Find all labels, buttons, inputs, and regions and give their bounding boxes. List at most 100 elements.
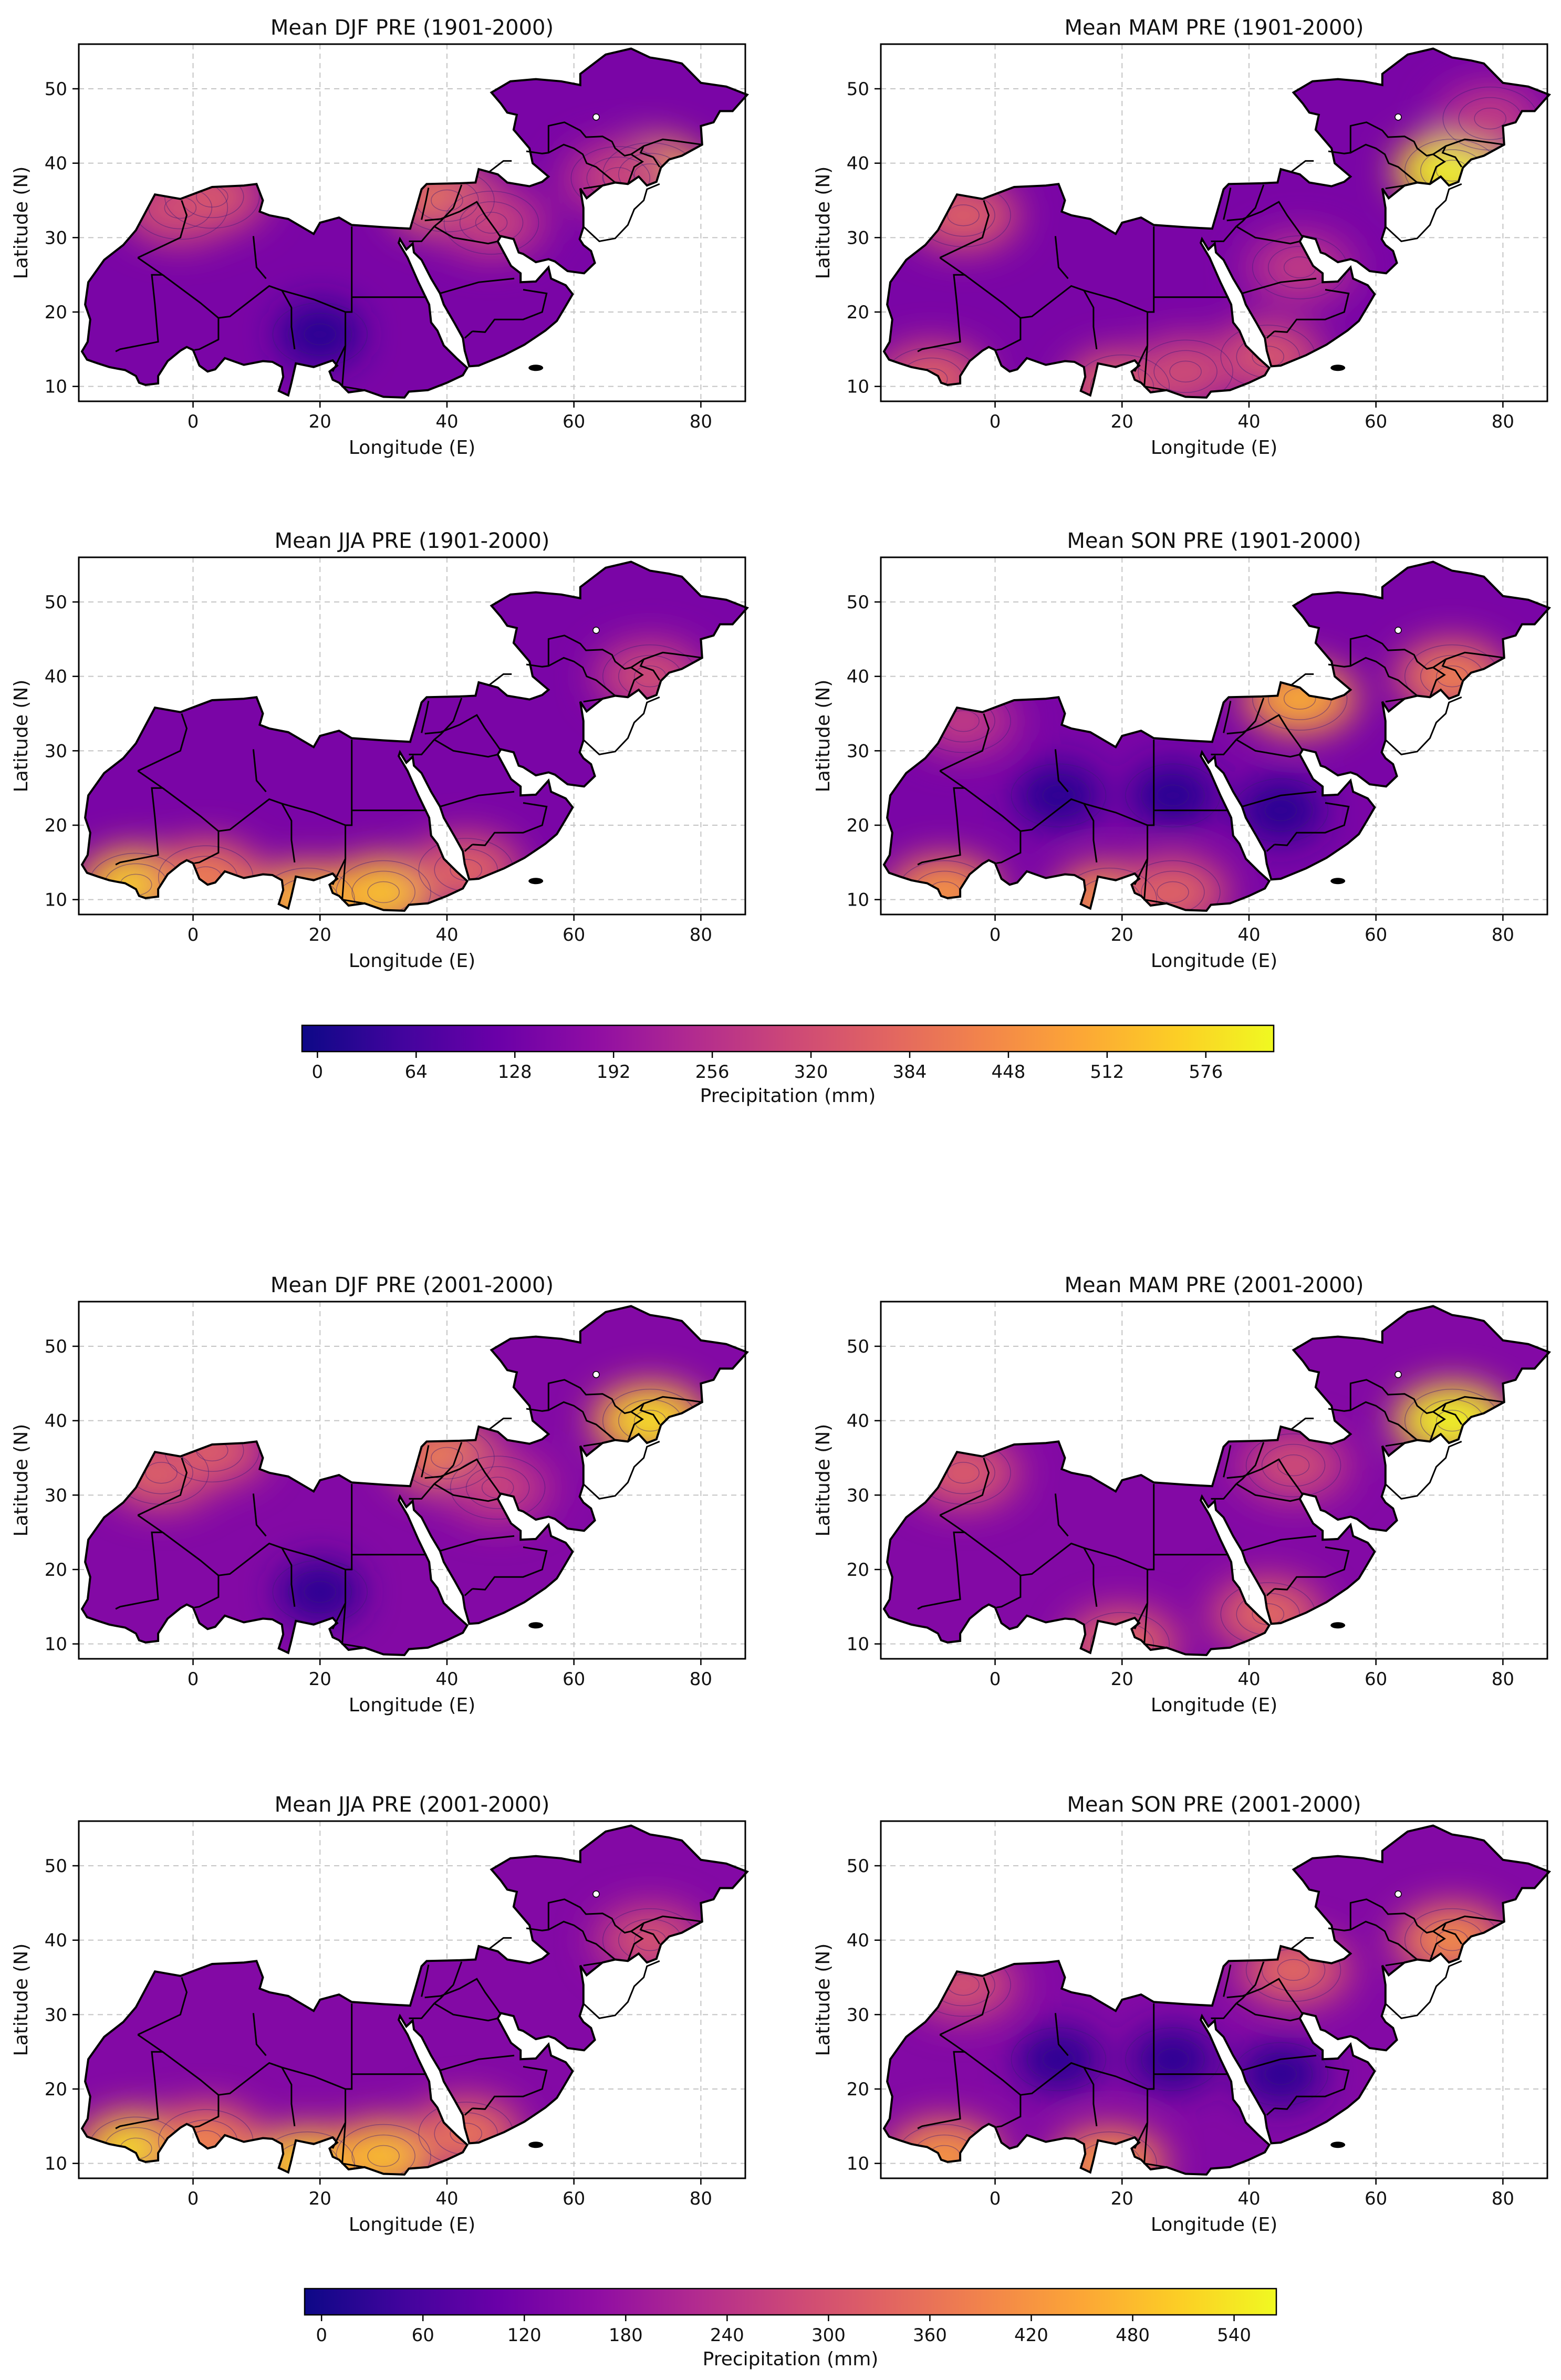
country-border [434,1483,498,1502]
y-tick-label: 50 [847,592,869,613]
country-border [964,2051,1022,2128]
colorbar-tick-label: 512 [1090,1062,1124,1083]
x-tick-label: 20 [1111,2188,1133,2209]
country-border [440,2054,515,2072]
country-border [1236,2002,1300,2022]
map-panel: Mean DJF PRE (2001-2000) 0 20 40 60 80 10 20 30 4… [11,1273,750,1716]
y-tick-label: 10 [45,2154,67,2175]
country-border [1266,2107,1275,2116]
country-border [1211,1442,1265,1500]
island-marker [528,878,544,885]
country-border [939,200,990,258]
x-tick-label: 20 [1111,411,1133,432]
precip-hotspot-core [355,2137,413,2175]
colorbar-tick-label: 0 [312,1062,324,1083]
y-axis-label: Latitude (N) [11,1424,32,1537]
contour-line [1157,784,1189,807]
contour-line [288,1570,352,1614]
country-border [964,787,1022,864]
contour-line [1264,799,1297,822]
y-tick-label: 50 [45,592,67,613]
country-border [464,330,473,339]
x-tick-label: 80 [690,2188,712,2209]
precip-field [82,1306,747,1655]
precip-low [1016,764,1101,827]
country-border [409,1442,463,1500]
x-tick-label: 0 [188,411,199,432]
region-outline [882,1824,1552,2176]
country-border [421,701,430,733]
y-tick-label: 40 [847,1411,869,1432]
precip-hotspot-core [355,873,413,911]
colorbar-tick-label: 576 [1189,1062,1223,1083]
colorbar-tick-label: 360 [913,2325,947,2346]
country-border [434,739,498,758]
x-tick-label: 80 [690,411,712,432]
country-borders [115,1379,703,1649]
x-tick-label: 0 [990,1669,1001,1690]
colorbar-label: Precipitation (mm) [703,2348,879,2370]
plot-frame [880,1820,1548,2179]
colorbar-tick-label: 256 [695,1062,730,1083]
country-border [1211,1961,1265,2019]
precip-field [82,1825,747,2175]
country-border [583,1440,660,1500]
country-border [1349,635,1505,670]
country-border [464,2107,473,2116]
panel-title: Mean MAM PRE (2001-2000) [1065,1273,1364,1297]
y-tick-label: 10 [847,1634,869,1655]
island-marker [1330,2142,1346,2148]
axis-ticks: 0 20 40 60 80 10 20 30 40 50 [45,79,712,432]
precip-low [278,1560,362,1624]
country-border [1236,225,1300,245]
x-tick-label: 0 [188,924,199,945]
y-tick-label: 20 [45,2079,67,2100]
precip-hotspot-core [176,2122,235,2160]
country-border [488,673,512,686]
country-border [1385,1440,1462,1500]
precip-field [884,1306,1549,1655]
country-border [1226,1978,1304,2015]
precip-low [1239,2042,1323,2106]
contour-line [1248,2052,1313,2096]
y-tick-label: 50 [847,1336,869,1357]
contour-line [336,2124,431,2175]
x-tick-label: 80 [690,1669,712,1690]
precip-low [1016,2028,1101,2091]
country-border [1054,236,1069,279]
country-border [1242,791,1317,808]
x-tick-label: 80 [1492,2188,1514,2209]
country-border [1429,1930,1446,1961]
x-tick-label: 40 [435,2188,458,2209]
axis-ticks: 0 20 40 60 80 10 20 30 40 50 [847,79,1514,432]
colorbar-tick-label: 320 [794,1062,828,1083]
precip-hotspot-core [915,2137,973,2175]
panel-title: Mean JJA PRE (2001-2000) [275,1793,550,1817]
y-tick-label: 20 [847,1560,869,1581]
contour-line [304,1581,337,1603]
map-panels: Mean DJF PRE (1901-2000) 0 20 40 60 80 10 20 30 4… [11,16,1552,2236]
country-border [547,1379,703,1415]
country-borders [115,635,703,905]
lake-marker [592,627,600,634]
country-border [526,1401,616,1441]
contour-line [431,189,463,212]
country-border [1211,698,1265,755]
x-axis-label: Longitude (E) [1151,2214,1277,2236]
y-tick-label: 30 [847,2004,869,2025]
contour-line [1264,2063,1297,2085]
country-border [627,153,644,184]
country-border [547,1898,703,1934]
plot-frame [78,556,746,916]
country-border [583,696,660,756]
x-tick-label: 20 [1111,924,1133,945]
panel-title: Mean SON PRE (2001-2000) [1067,1793,1361,1817]
contour-line [1277,1959,1310,1981]
country-border [1054,749,1069,793]
country-border [421,1965,430,1997]
x-tick-label: 60 [563,411,585,432]
country-borders [115,1898,703,2168]
y-tick-label: 50 [847,1856,869,1877]
country-border [964,1531,1022,1608]
country-border [583,184,603,190]
